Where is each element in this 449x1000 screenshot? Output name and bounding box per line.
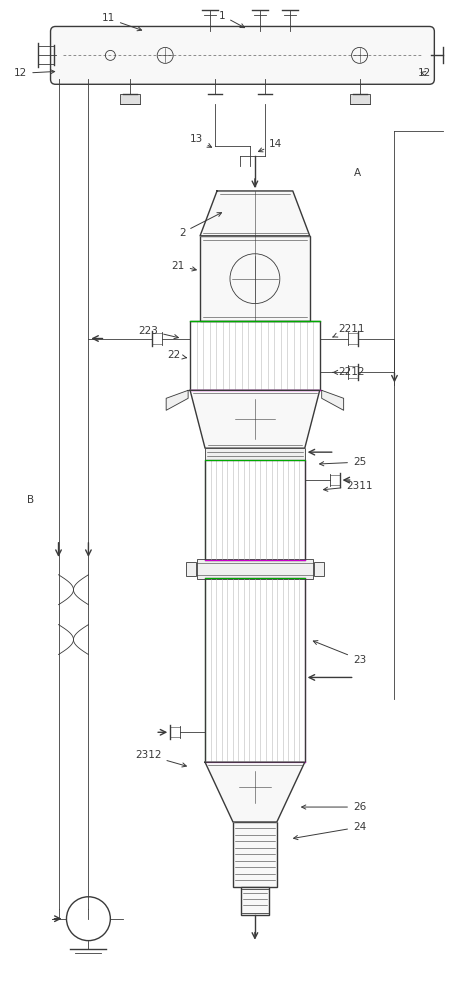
Bar xyxy=(190,321,320,390)
Bar xyxy=(350,94,370,104)
Text: 223: 223 xyxy=(138,326,178,339)
Text: 24: 24 xyxy=(294,822,366,840)
Bar xyxy=(205,448,305,460)
Bar xyxy=(241,887,269,915)
Text: 22: 22 xyxy=(167,350,187,360)
Bar xyxy=(233,822,277,887)
Text: 2: 2 xyxy=(179,213,221,238)
Polygon shape xyxy=(205,762,305,822)
Text: 2311: 2311 xyxy=(324,481,373,491)
Polygon shape xyxy=(190,390,320,448)
Bar xyxy=(205,460,305,560)
Bar xyxy=(197,559,313,579)
FancyBboxPatch shape xyxy=(51,26,434,84)
Text: 23: 23 xyxy=(313,641,366,665)
Text: A: A xyxy=(354,168,361,178)
Bar xyxy=(186,562,196,576)
Text: B: B xyxy=(27,495,34,505)
Text: 14: 14 xyxy=(259,139,282,152)
Text: 26: 26 xyxy=(302,802,366,812)
Bar xyxy=(314,562,324,576)
Polygon shape xyxy=(321,390,343,410)
Text: 2211: 2211 xyxy=(333,324,365,337)
Bar xyxy=(200,236,310,321)
Text: 2212: 2212 xyxy=(333,367,365,377)
Text: 1: 1 xyxy=(219,11,245,28)
Text: 25: 25 xyxy=(320,457,366,467)
Text: 12: 12 xyxy=(418,68,431,78)
Polygon shape xyxy=(166,390,188,410)
Text: 2312: 2312 xyxy=(135,750,186,767)
Polygon shape xyxy=(200,191,310,236)
Bar xyxy=(120,94,140,104)
Text: 13: 13 xyxy=(189,134,211,147)
Text: 21: 21 xyxy=(172,261,196,271)
Text: 12: 12 xyxy=(14,68,55,78)
Bar xyxy=(205,578,305,762)
Text: 11: 11 xyxy=(102,13,141,31)
